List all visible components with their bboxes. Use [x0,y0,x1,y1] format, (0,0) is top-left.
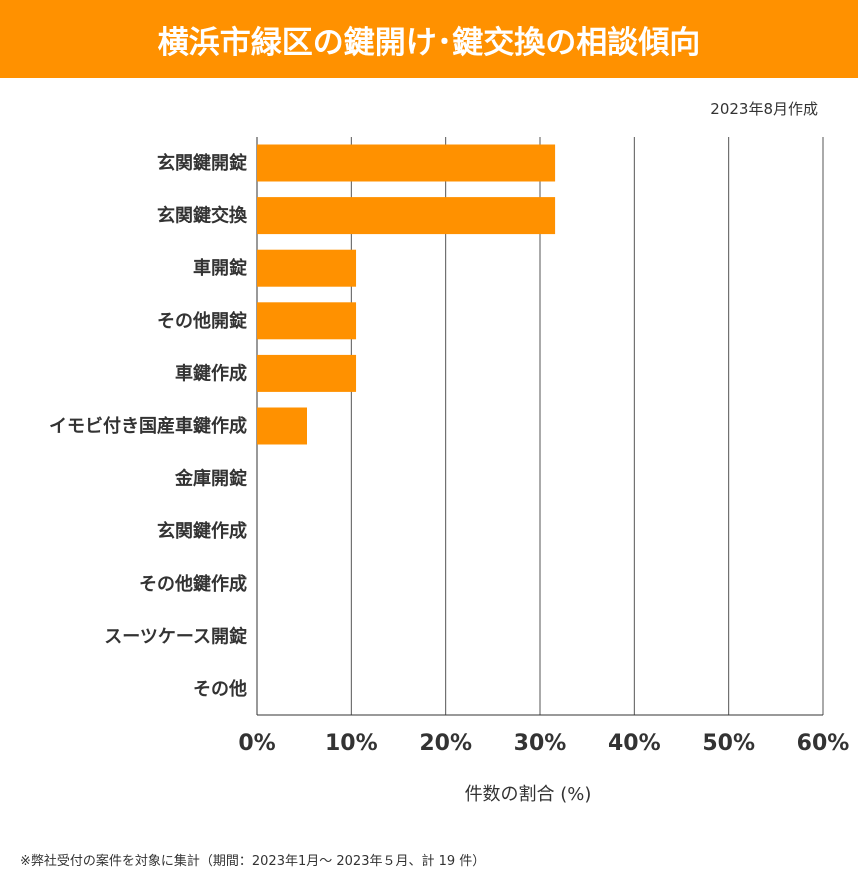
bar [257,407,307,445]
bar [257,354,357,392]
category-label: 玄関鍵作成 [157,520,247,542]
x-tick-label: 30% [514,731,567,756]
x-tick-label: 60% [797,731,850,756]
category-label: イモビ付き国産車鍵作成 [49,415,247,437]
bar [257,302,357,340]
bar [257,249,357,287]
category-label: 車開錠 [193,257,247,279]
category-label: スーツケース開錠 [104,625,247,647]
category-label: その他 [193,678,247,700]
x-tick-label: 20% [419,731,472,756]
x-axis-label: 件数の割合 (%) [465,784,592,805]
footnote: ※弊社受付の案件を対象に集計（期間：2023年1月～ 2023年５月、計 19 … [20,854,486,869]
x-tick-label: 10% [325,731,378,756]
category-label: 金庫開錠 [174,468,247,490]
chart-title: 横浜市緑区の鍵開け･鍵交換の相談傾向 [157,24,701,61]
bar [257,197,556,235]
x-tick-label: 40% [608,731,661,756]
category-label: 車鍵作成 [175,362,247,384]
bar [257,144,556,182]
x-tick-label: 0% [238,731,275,756]
created-date: 2023年8月作成 [710,100,818,118]
category-label: 玄関鍵交換 [157,205,248,227]
category-label: その他鍵作成 [139,573,247,595]
x-tick-label: 50% [702,731,755,756]
category-label: その他開錠 [157,310,247,332]
title-banner: 横浜市緑区の鍵開け･鍵交換の相談傾向 [0,0,858,78]
category-label: 玄関鍵開錠 [157,152,247,174]
